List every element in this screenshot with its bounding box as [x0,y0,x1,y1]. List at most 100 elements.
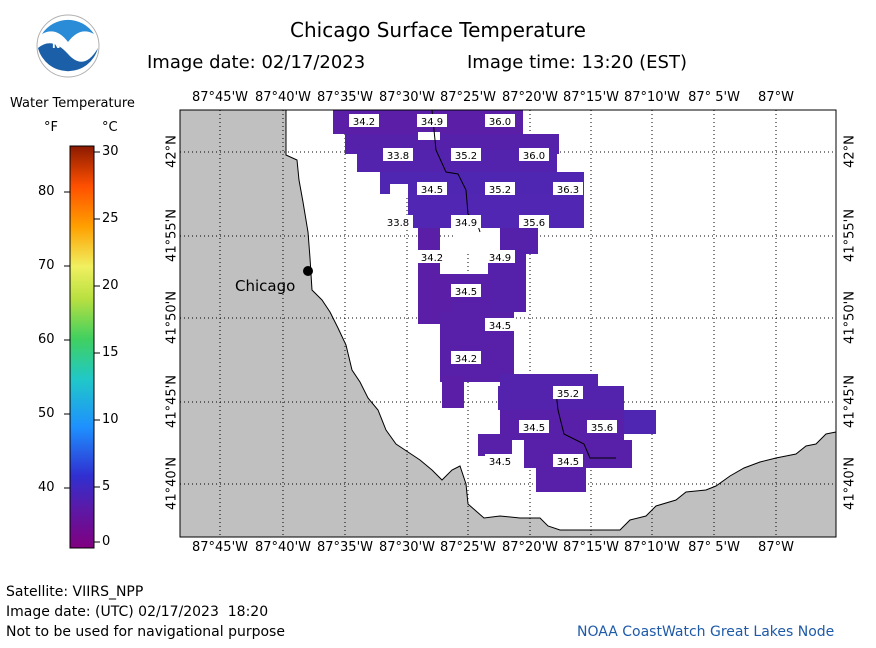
temperature-value: 35.6 [523,218,545,229]
temperature-value: 34.2 [421,253,443,264]
legend-c-tick: 25 [102,211,119,226]
latitude-label: 42°N [164,135,180,168]
temperature-value: 33.8 [387,218,409,229]
temperature-value-label: 34.5 [485,318,515,332]
latitude-label: 41°55'N [842,209,858,262]
water-pixel-block [408,194,584,228]
temperature-value-label: 35.6 [519,215,549,229]
county-line-south [555,391,616,459]
temperature-value-label: 34.9 [451,215,481,229]
longitude-label: 87°10'W [623,90,680,105]
legend-c-tick: 0 [102,534,111,549]
land-west [179,109,837,538]
legend-c-tick: 10 [102,412,119,427]
no-data-gap [418,132,440,140]
temperature-value-label: 34.5 [451,284,481,298]
longitude-label: 87°W [758,540,794,555]
longitude-label: 87°30'W [378,540,435,555]
temperature-value: 34.5 [489,321,511,332]
longitude-label: 87°45'W [191,540,248,555]
water-pixel-block [478,434,512,456]
longitude-label: 87°35'W [316,540,373,555]
temperature-value: 34.9 [489,253,511,264]
temperature-value: 34.9 [455,218,477,229]
temperature-value: 36.0 [489,117,511,128]
temperature-value-label: 34.5 [519,420,549,434]
noaa-logo: NOAA [36,14,100,78]
legend-f-tick: 40 [38,480,55,495]
longitude-label: 87°W [758,90,794,105]
temperature-value-label: 33.8 [383,148,413,162]
longitude-label: 87° 5'W [688,540,740,555]
latitude-label: 41°50'N [164,291,180,344]
temperature-value-label: 34.9 [417,114,447,128]
temperature-value-label: 33.8 [383,215,413,229]
longitude-label: 87°30'W [378,90,435,105]
longitude-label: 87°25'W [439,90,496,105]
latitude-label: 41°45'N [842,375,858,428]
temperature-value-label: 34.5 [485,454,515,468]
temperature-value: 34.5 [557,457,579,468]
longitude-label: 87°25'W [439,540,496,555]
legend-f-tick: 60 [38,332,55,347]
city-label: Chicago [235,277,295,295]
temperature-value: 34.5 [523,423,545,434]
no-data-gap [390,184,408,196]
longitude-label: 87° 5'W [688,90,740,105]
noaa-logo-text: NOAA [52,40,84,51]
temperature-value: 35.2 [489,185,511,196]
temperature-value-label: 34.2 [451,351,481,365]
water-pixel-block [536,464,586,492]
legend-f-tick: 70 [38,258,55,273]
temperature-value-label: 34.5 [553,454,583,468]
latitude-label: 41°40'N [164,457,180,510]
temperature-value-label: 35.6 [587,420,617,434]
temperature-value: 36.3 [557,185,579,196]
temperature-labels: 34.2 34.9 36.0 33.8 35.2 36.0 34.5 35.2 36.3 33.8… [349,114,617,468]
temperature-value: 36.0 [523,151,545,162]
temperature-value-label: 36.3 [553,182,583,196]
chicago-marker [303,266,313,276]
footer-satellite: Satellite: VIIRS_NPP [6,584,144,600]
longitude-label: 87°10'W [623,540,680,555]
longitude-label: 87°35'W [316,90,373,105]
latitude-label: 41°50'N [842,291,858,344]
longitude-label: 87°40'W [254,90,311,105]
image-time: Image time: 13:20 (EST) [467,52,687,73]
legend-f-tick: 50 [38,406,55,421]
temperature-value: 34.9 [421,117,443,128]
legend-c-tick: 5 [102,479,111,494]
water-pixel-block [620,410,656,434]
latitude-label: 41°45'N [164,375,180,428]
temperature-value-label: 36.0 [485,114,515,128]
temperature-value: 35.6 [591,423,613,434]
footer-disclaimer: Not to be used for navigational purpose [6,624,285,640]
color-scale-bar [64,145,100,549]
footer-credit: NOAA CoastWatch Great Lakes Node [577,624,835,640]
footer-utc-date: Image date: (UTC) 02/17/2023 18:20 [6,604,269,620]
temperature-value-label: 35.2 [553,386,583,400]
temperature-value-label: 34.9 [485,250,515,264]
legend-f-tick: 80 [38,184,55,199]
temperature-value-label: 35.2 [485,182,515,196]
longitude-label: 87°15'W [562,540,619,555]
longitude-label: 87°45'W [191,90,248,105]
latitude-label: 42°N [842,135,858,168]
temperature-value: 35.2 [557,389,579,400]
temperature-value: 35.2 [455,151,477,162]
map-title: Chicago Surface Temperature [290,18,586,42]
water-pixel-block [442,376,464,408]
latitude-label: 41°40'N [842,457,858,510]
temperature-value: 34.2 [353,117,375,128]
map-frame [179,109,837,538]
no-data-gap [455,228,499,252]
temperature-value: 34.5 [455,287,477,298]
temperature-value-label: 34.2 [349,114,379,128]
legend-unit-f: °F [44,120,58,135]
legend-unit-c: °C [102,120,118,135]
temperature-value-label: 34.5 [417,182,447,196]
longitude-label: 87°20'W [501,90,558,105]
temperature-value-label: 35.2 [451,148,481,162]
water-pixel-block [500,228,538,254]
